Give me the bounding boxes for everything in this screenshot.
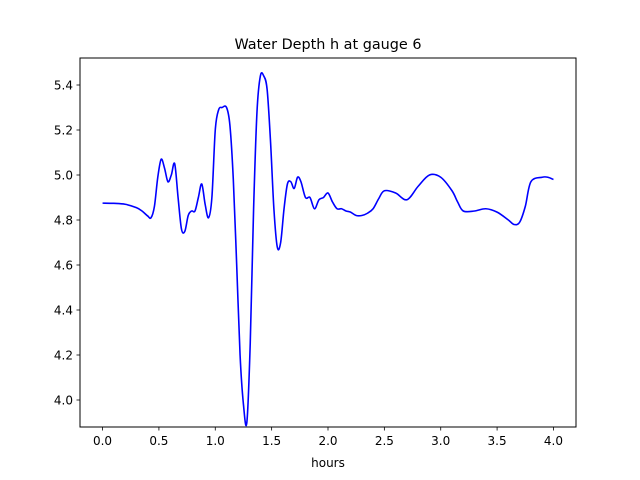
- x-tick-label: 3.0: [431, 434, 450, 448]
- plot-area: [102, 71, 554, 427]
- x-tick-label: 4.0: [544, 434, 563, 448]
- y-tick-label: 4.8: [54, 214, 73, 228]
- y-tick-label: 4.6: [54, 259, 73, 273]
- y-tick-label: 5.0: [54, 169, 73, 183]
- chart-title: Water Depth h at gauge 6: [234, 37, 421, 53]
- y-tick-label: 4.2: [54, 349, 73, 363]
- x-tick-label: 1.0: [206, 434, 225, 448]
- y-tick-label: 5.2: [54, 124, 73, 138]
- y-tick-label: 4.4: [54, 304, 73, 318]
- x-axis-label: hours: [311, 456, 345, 470]
- x-tick-label: 0.5: [149, 434, 168, 448]
- x-tick-label: 0.0: [93, 434, 112, 448]
- y-tick-label: 5.4: [54, 79, 73, 93]
- series-line-0: [102, 71, 554, 427]
- x-tick-label: 1.5: [262, 434, 281, 448]
- x-tick-label: 3.5: [488, 434, 507, 448]
- y-tick-label: 4.0: [54, 394, 73, 408]
- x-tick-label: 2.0: [318, 434, 337, 448]
- x-tick-label: 2.5: [375, 434, 394, 448]
